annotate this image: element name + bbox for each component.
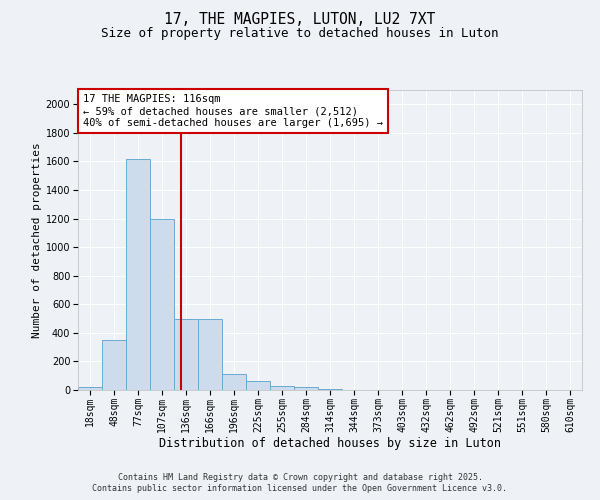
Text: Contains public sector information licensed under the Open Government Licence v3: Contains public sector information licen… — [92, 484, 508, 493]
Bar — [78, 387, 102, 390]
Bar — [270, 386, 294, 390]
Text: Size of property relative to detached houses in Luton: Size of property relative to detached ho… — [101, 28, 499, 40]
Bar — [294, 387, 318, 390]
Bar — [126, 158, 150, 390]
Bar — [150, 218, 174, 390]
Text: Contains HM Land Registry data © Crown copyright and database right 2025.: Contains HM Land Registry data © Crown c… — [118, 472, 482, 482]
Bar — [102, 340, 126, 390]
Y-axis label: Number of detached properties: Number of detached properties — [32, 142, 41, 338]
Bar — [246, 382, 270, 390]
Text: 17, THE MAGPIES, LUTON, LU2 7XT: 17, THE MAGPIES, LUTON, LU2 7XT — [164, 12, 436, 28]
Bar — [174, 318, 198, 390]
Bar — [198, 318, 222, 390]
Bar — [222, 374, 246, 390]
X-axis label: Distribution of detached houses by size in Luton: Distribution of detached houses by size … — [159, 437, 501, 450]
Text: 17 THE MAGPIES: 116sqm
← 59% of detached houses are smaller (2,512)
40% of semi-: 17 THE MAGPIES: 116sqm ← 59% of detached… — [83, 94, 383, 128]
